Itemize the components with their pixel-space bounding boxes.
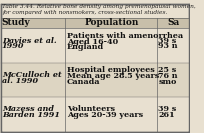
Text: Aged 16-40: Aged 16-40 bbox=[67, 38, 118, 45]
Text: Sa: Sa bbox=[167, 18, 180, 27]
Text: Population: Population bbox=[85, 18, 139, 27]
Text: 93 n: 93 n bbox=[159, 42, 178, 50]
Text: 39 s: 39 s bbox=[159, 37, 177, 45]
Text: 25 s: 25 s bbox=[159, 66, 177, 74]
Text: Study: Study bbox=[2, 18, 30, 27]
FancyBboxPatch shape bbox=[1, 28, 189, 63]
FancyBboxPatch shape bbox=[1, 4, 189, 132]
Text: smo: smo bbox=[159, 78, 177, 86]
Text: Ages 20-39 years: Ages 20-39 years bbox=[67, 111, 143, 119]
Text: 261: 261 bbox=[159, 111, 175, 119]
Text: England: England bbox=[67, 43, 104, 51]
Text: Mazess and: Mazess and bbox=[2, 105, 54, 113]
Text: 39 s: 39 s bbox=[159, 105, 177, 113]
FancyBboxPatch shape bbox=[1, 97, 189, 131]
FancyBboxPatch shape bbox=[1, 63, 189, 97]
Text: Table 3.44. Relative bone density among premenopausal women, for compared with n: Table 3.44. Relative bone density among … bbox=[2, 4, 196, 15]
Text: 1990: 1990 bbox=[2, 42, 24, 50]
FancyBboxPatch shape bbox=[0, 3, 190, 16]
Text: Hospital employees: Hospital employees bbox=[67, 66, 155, 74]
FancyBboxPatch shape bbox=[1, 18, 189, 28]
Text: Volunteers: Volunteers bbox=[67, 105, 115, 113]
Text: McCulloch et: McCulloch et bbox=[2, 71, 62, 79]
Text: 76 n: 76 n bbox=[159, 72, 178, 80]
Text: Barden 1991: Barden 1991 bbox=[2, 111, 60, 119]
Text: Canada: Canada bbox=[67, 78, 101, 86]
Text: al. 1990: al. 1990 bbox=[2, 77, 38, 85]
Text: Mean age 28.5 years: Mean age 28.5 years bbox=[67, 72, 159, 80]
Text: Patients with amenorrhea: Patients with amenorrhea bbox=[67, 32, 183, 40]
Text: Davies et al.: Davies et al. bbox=[2, 37, 57, 45]
